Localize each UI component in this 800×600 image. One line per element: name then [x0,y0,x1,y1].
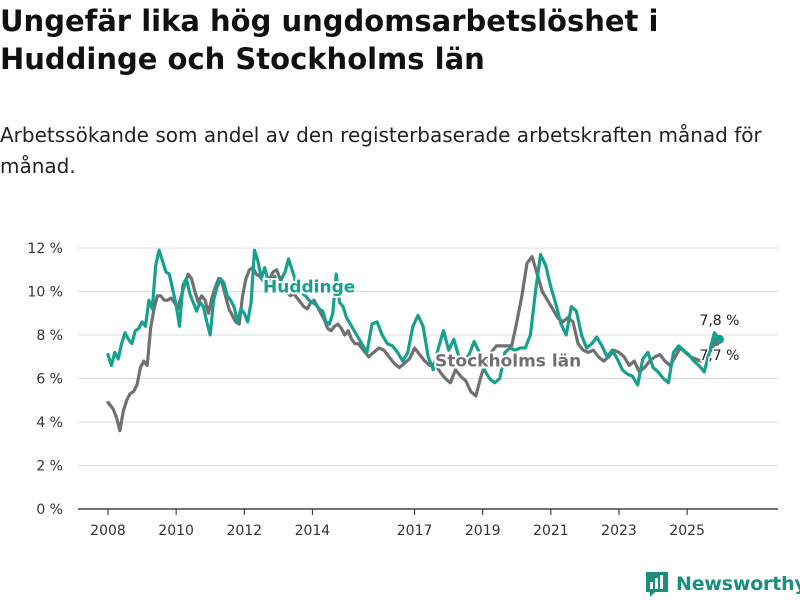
chart-subtitle: Arbetssökande som andel av den registerb… [0,123,762,178]
x-tick-label: 2012 [226,523,262,539]
y-tick-label: 4 % [36,415,63,431]
x-tick-label: 2023 [601,523,637,539]
bar-chart-icon [646,572,668,597]
x-tick-label: 2017 [397,523,433,539]
x-tick-label: 2010 [158,523,194,539]
x-tick-label: 2008 [90,523,126,539]
y-tick-label: 0 % [36,502,63,518]
y-tick-label: 2 % [36,459,63,475]
line-chart: 0 % 2 % 4 % 6 % 8 % 10 % 12 % 2008 2010 2012 2014… [27,241,778,539]
y-tick-label: 8 % [36,328,63,344]
x-tick-label: 2021 [533,523,569,539]
series-lines [106,248,724,433]
series-labels: Stockholms län Huddinge 7,8 % 7,7 % [261,276,741,374]
x-axis: 2008 2010 2012 2014 2017 2019 2021 2023 2025 [90,509,705,539]
end-label-stockholms-lan: 7,7 % [699,348,739,364]
y-tick-label: 6 % [36,372,63,388]
x-tick-label: 2019 [465,523,501,539]
series-label-huddinge: Huddinge [263,278,355,298]
x-tick-label: 2025 [669,523,705,539]
y-tick-label: 10 % [27,285,63,301]
newsworthy-logo[interactable]: Newsworthy [644,568,800,600]
y-axis-labels: 0 % 2 % 4 % 6 % 8 % 10 % 12 % [27,241,63,518]
end-point-huddinge [714,334,724,344]
series-line-stockholms-ln [106,255,718,433]
chart-title: Ungefär lika hög ungdomsarbetslöshet i H… [0,4,659,76]
series-line-huddinge [106,248,722,387]
x-tick-label: 2014 [295,523,331,539]
brand-name: Newsworthy [676,573,800,595]
end-label-huddinge: 7,8 % [699,313,739,329]
y-tick-label: 12 % [27,241,63,257]
series-label-stockholms-lan: Stockholms län [435,352,581,372]
